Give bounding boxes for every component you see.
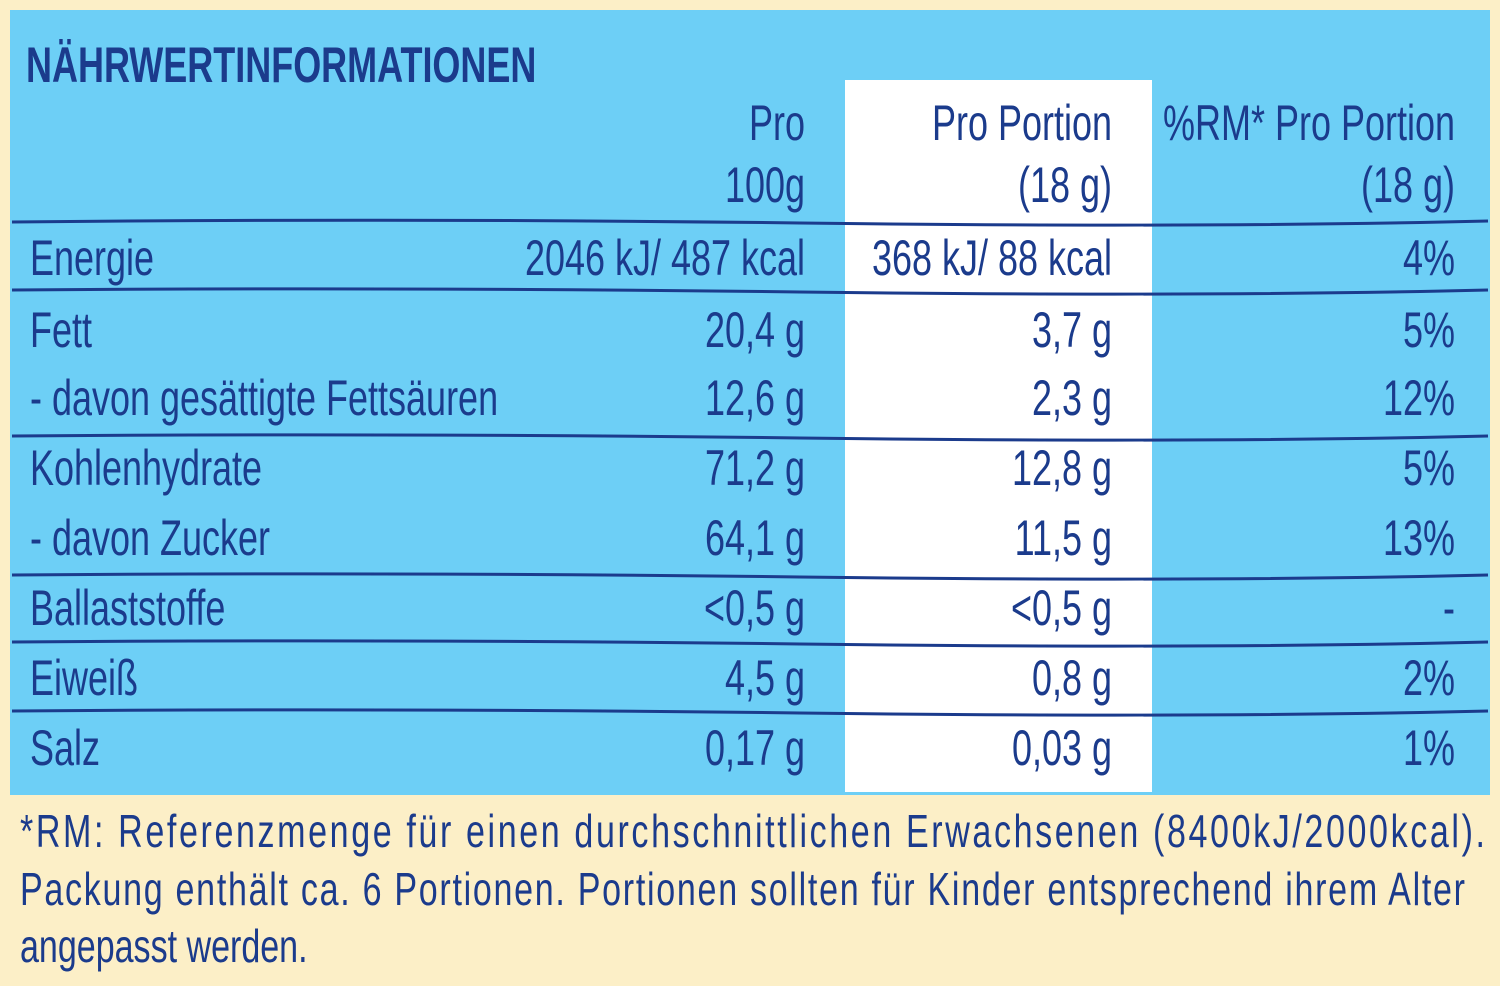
cell-value: 11,5 g: [1015, 511, 1112, 566]
cell-value: 12,6 g: [705, 371, 805, 426]
cell-value: 0,8 g: [1032, 651, 1112, 706]
cell-value: 1%: [1403, 721, 1455, 776]
column-header: Pro: [749, 96, 805, 151]
column-header: Pro Portion: [932, 96, 1112, 151]
cell-value: 0,17 g: [705, 721, 805, 776]
cell-value: 368 kJ/ 88 kcal: [872, 231, 1112, 286]
cell-value: <0,5 g: [704, 581, 805, 636]
column-header: (18 g): [1018, 158, 1112, 213]
cell-value: 0,03 g: [1012, 721, 1112, 776]
column-header: (18 g): [1361, 158, 1455, 213]
cell-value: 2%: [1403, 651, 1455, 706]
row-label: - davon gesättigte Fettsäuren: [30, 371, 498, 426]
cell-value: -: [1443, 581, 1455, 636]
cell-value: 5%: [1403, 441, 1455, 496]
cell-value: 2046 kJ/ 487 kcal: [525, 231, 805, 286]
row-label: - davon Zucker: [30, 511, 270, 566]
highlight-column: [845, 80, 1152, 792]
column-header: 100g: [725, 158, 805, 213]
cell-value: 12%: [1383, 371, 1455, 426]
cell-value: 12,8 g: [1012, 441, 1112, 496]
row-label: Salz: [30, 721, 100, 776]
row-label: Fett: [30, 303, 92, 358]
cell-value: 3,7 g: [1032, 303, 1112, 358]
row-label: Ballaststoffe: [30, 581, 225, 636]
dividers: [11, 218, 1489, 717]
cell-value: 5%: [1403, 303, 1455, 358]
cell-value: 20,4 g: [705, 303, 805, 358]
row-label: Kohlenhydrate: [30, 441, 262, 496]
footnote-line: angepasst werden.: [20, 920, 308, 972]
cell-value: <0,5 g: [1011, 581, 1112, 636]
cell-value: 4,5 g: [725, 651, 805, 706]
title: NÄHRWERTINFORMATIONEN: [26, 38, 536, 93]
panel: [10, 10, 1490, 795]
column-header: %RM* Pro Portion: [1163, 96, 1455, 151]
row-label: Energie: [30, 231, 154, 286]
footnote-line: Packung enthält ca. 6 Portionen. Portion…: [20, 863, 1465, 915]
cell-value: 4%: [1403, 231, 1455, 286]
cell-value: 2,3 g: [1032, 371, 1112, 426]
cell-value: 71,2 g: [705, 441, 805, 496]
footnote-line: *RM: Referenzmenge für einen durchschnit…: [20, 805, 1485, 857]
row-label: Eiweiß: [30, 651, 138, 706]
cell-value: 13%: [1383, 511, 1455, 566]
cell-value: 64,1 g: [705, 511, 805, 566]
